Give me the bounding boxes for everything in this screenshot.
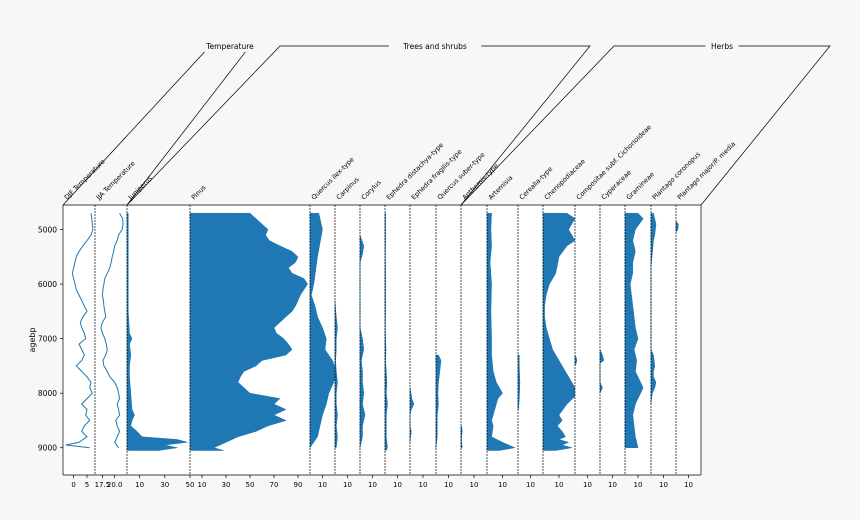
series-area <box>599 349 605 394</box>
panel-background <box>676 205 701 475</box>
x-tick-label: 10 <box>198 481 207 489</box>
x-tick-label: 10 <box>608 481 617 489</box>
x-tick-label: 5 <box>85 481 89 489</box>
x-tick-label: 17.5 <box>95 481 111 489</box>
x-tick-label: 10 <box>419 481 428 489</box>
x-tick-label: 10 <box>135 481 144 489</box>
x-tick-label: 30 <box>222 481 231 489</box>
series-line <box>100 212 124 448</box>
x-tick-label: 10 <box>318 481 327 489</box>
y-tick-label: 6000 <box>38 280 57 289</box>
panel-background <box>63 205 95 475</box>
group-label: Trees and shrubs <box>402 42 467 51</box>
x-tick-label: 10 <box>470 481 479 489</box>
x-tick-label: 10 <box>368 481 377 489</box>
x-tick-label: 20.0 <box>107 481 123 489</box>
x-tick-label: 50 <box>186 481 195 489</box>
series-area <box>126 212 188 451</box>
panel-background <box>575 205 600 475</box>
x-tick-label: 10 <box>498 481 507 489</box>
x-tick-label: 10 <box>583 481 592 489</box>
panel-background <box>410 205 436 475</box>
x-tick-label: 70 <box>270 481 279 489</box>
series-area <box>334 300 338 448</box>
y-tick-label: 8000 <box>38 389 57 398</box>
x-tick-label: 10 <box>526 481 535 489</box>
panel-background <box>335 205 360 475</box>
x-tick-label: 30 <box>160 481 169 489</box>
y-axis: 5000 6000 7000 8000 9000 <box>38 226 63 453</box>
series-area <box>189 212 308 451</box>
series-area <box>542 212 579 451</box>
series-area <box>359 234 366 448</box>
group-label-background <box>197 40 263 52</box>
panel-background <box>360 205 385 475</box>
series-area <box>309 212 337 448</box>
series-area <box>624 212 644 448</box>
series-area <box>650 212 657 405</box>
series-area <box>486 212 516 451</box>
x-tick-label: 10 <box>684 481 693 489</box>
x-tick-label: 10 <box>444 481 453 489</box>
panel-background <box>461 205 487 475</box>
x-tick-label: 10 <box>343 481 352 489</box>
series-area <box>384 212 388 451</box>
panel-background <box>385 205 410 475</box>
x-tick-label: 90 <box>294 481 303 489</box>
panel-background <box>518 205 543 475</box>
group-label-background <box>705 40 739 52</box>
panel-background <box>127 205 190 475</box>
y-tick-label: 7000 <box>38 335 57 344</box>
x-tick-label: 10 <box>659 481 668 489</box>
y-tick-label: 5000 <box>38 226 57 235</box>
x-tick-label: 10 <box>634 481 643 489</box>
group-label: Herbs <box>711 42 733 51</box>
group-headers: Temperature Trees and shrubs Herbs <box>62 40 831 206</box>
panel-background <box>436 205 461 475</box>
x-tick-label: 0 <box>71 481 75 489</box>
panel-background <box>600 205 625 475</box>
x-tick-label: 10 <box>393 481 402 489</box>
series-area <box>435 354 442 448</box>
y-axis-label: agebp <box>28 327 37 352</box>
series-line <box>65 213 94 449</box>
x-tick-label: 50 <box>246 481 255 489</box>
group-label: Temperature <box>205 42 254 51</box>
panel-background <box>95 205 127 475</box>
panel-background <box>651 205 676 475</box>
group-label-background <box>388 40 482 52</box>
y-tick-label: 9000 <box>38 444 57 453</box>
x-tick-label: 10 <box>555 481 564 489</box>
